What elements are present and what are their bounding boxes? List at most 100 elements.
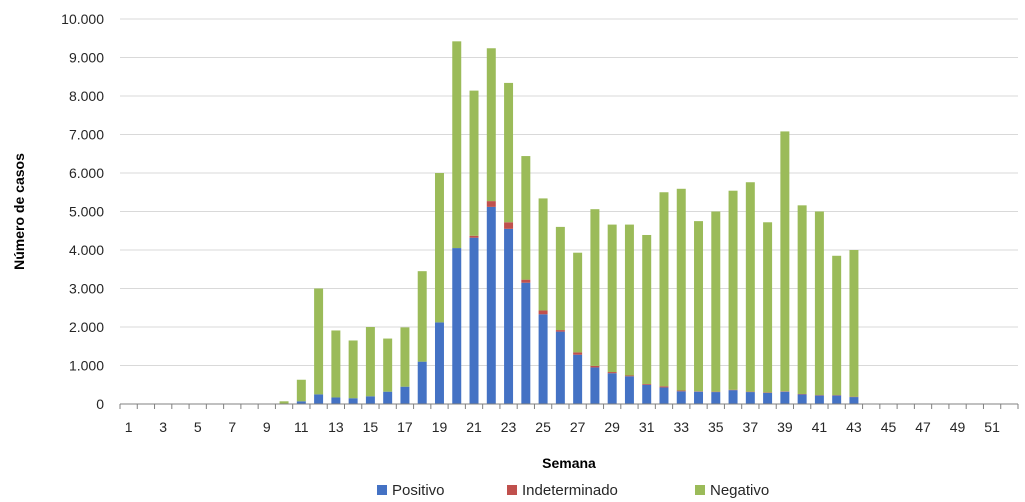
bar-negativo-semana-26 bbox=[555, 226, 565, 331]
legend-swatch-indeterminado bbox=[507, 485, 517, 495]
x-tick-label: 7 bbox=[228, 419, 236, 435]
bar-positivo-semana-14 bbox=[348, 398, 358, 404]
legend-label-indeterminado: Indeterminado bbox=[522, 482, 618, 499]
x-tick-label: 13 bbox=[328, 419, 344, 435]
x-tick-label: 41 bbox=[812, 419, 828, 435]
x-tick-label: 35 bbox=[708, 419, 724, 435]
y-tick-label: 5.000 bbox=[69, 204, 104, 220]
x-tick-label: 39 bbox=[777, 419, 793, 435]
bar-indeterminado-semana-24 bbox=[521, 279, 531, 283]
bar-positivo-semana-16 bbox=[383, 391, 393, 404]
x-tick-label: 5 bbox=[194, 419, 202, 435]
x-axis-title: Semana bbox=[542, 455, 596, 471]
bar-positivo-semana-28 bbox=[590, 367, 600, 404]
y-tick-label: 10.000 bbox=[61, 11, 104, 27]
bar-positivo-semana-34 bbox=[694, 391, 704, 404]
bar-indeterminado-semana-28 bbox=[590, 365, 600, 368]
x-tick-label: 45 bbox=[881, 419, 897, 435]
bar-negativo-semana-11 bbox=[296, 379, 306, 402]
y-tick-label: 2.000 bbox=[69, 319, 104, 335]
x-tick-label: 37 bbox=[743, 419, 759, 435]
bar-positivo-semana-26 bbox=[555, 331, 565, 404]
legend-swatch-positivo bbox=[377, 485, 387, 495]
bar-indeterminado-semana-22 bbox=[486, 201, 496, 207]
bar-negativo-semana-42 bbox=[832, 255, 842, 396]
bar-negativo-semana-31 bbox=[642, 234, 652, 384]
x-tick-label: 1 bbox=[125, 419, 133, 435]
x-tick-label: 51 bbox=[984, 419, 1000, 435]
bar-negativo-semana-32 bbox=[659, 192, 669, 387]
bar-negativo-semana-18 bbox=[417, 271, 427, 362]
bar-positivo-semana-13 bbox=[331, 397, 341, 404]
bar-negativo-semana-14 bbox=[348, 340, 358, 399]
bar-positivo-semana-25 bbox=[538, 314, 548, 404]
x-tick-label: 33 bbox=[673, 419, 689, 435]
y-tick-label: 1.000 bbox=[69, 358, 104, 374]
bar-negativo-semana-40 bbox=[797, 205, 807, 394]
bar-positivo-semana-39 bbox=[780, 391, 790, 404]
bar-positivo-semana-19 bbox=[434, 322, 444, 404]
bar-positivo-semana-18 bbox=[417, 361, 427, 404]
bar-indeterminado-semana-21 bbox=[469, 235, 479, 238]
bar-positivo-semana-29 bbox=[607, 373, 617, 404]
bar-indeterminado-semana-23 bbox=[504, 222, 514, 229]
bar-negativo-semana-41 bbox=[814, 211, 824, 396]
bar-positivo-semana-31 bbox=[642, 384, 652, 404]
bar-positivo-semana-11 bbox=[296, 401, 306, 404]
x-tick-label: 49 bbox=[950, 419, 966, 435]
legend-label-negativo: Negativo bbox=[710, 482, 769, 499]
bar-negativo-semana-28 bbox=[590, 209, 600, 366]
bar-positivo-semana-33 bbox=[676, 391, 686, 404]
bar-indeterminado-semana-25 bbox=[538, 310, 548, 315]
x-tick-label: 17 bbox=[397, 419, 413, 435]
x-tick-label: 3 bbox=[159, 419, 167, 435]
y-tick-labels: 0 1.000 2.000 3.000 4.000 5.000 6.000 7.000 8.00… bbox=[61, 11, 104, 412]
bar-negativo-semana-23 bbox=[504, 82, 514, 223]
bar-positivo-semana-30 bbox=[624, 376, 634, 404]
y-axis-title: Número de casos bbox=[11, 153, 27, 270]
bar-positivo-semana-38 bbox=[763, 392, 773, 404]
bar-positivo-semana-22 bbox=[486, 206, 496, 404]
legend-swatch-negativo bbox=[695, 485, 705, 495]
bar-positivo-semana-35 bbox=[711, 392, 721, 404]
bar-indeterminado-semana-29 bbox=[607, 372, 617, 374]
x-tick-label: 27 bbox=[570, 419, 586, 435]
x-tick-label: 15 bbox=[363, 419, 379, 435]
bar-positivo-semana-20 bbox=[452, 248, 462, 404]
x-tick-label: 25 bbox=[535, 419, 551, 435]
y-tick-label: 7.000 bbox=[69, 127, 104, 143]
x-tick-labels: 1 3 5 7 9 11 13 15 17 19 21 23 25 27 29 31 33 35 37 39 41 43 4… bbox=[125, 419, 1000, 435]
legend-label-positivo: Positivo bbox=[392, 482, 445, 499]
bar-negativo-semana-38 bbox=[763, 222, 773, 393]
bar-negativo-semana-37 bbox=[745, 182, 755, 392]
bar-negativo-semana-29 bbox=[607, 224, 617, 373]
bar-negativo-semana-12 bbox=[314, 288, 324, 395]
x-tick-label: 43 bbox=[846, 419, 862, 435]
bar-negativo-semana-43 bbox=[849, 250, 859, 397]
bar-positivo-semana-41 bbox=[814, 395, 824, 404]
bar-negativo-semana-24 bbox=[521, 156, 531, 280]
bar-positivo-semana-23 bbox=[504, 228, 514, 404]
x-tick-label: 47 bbox=[915, 419, 931, 435]
bar-positivo-semana-40 bbox=[797, 394, 807, 404]
x-tick-label: 31 bbox=[639, 419, 655, 435]
bar-positivo-semana-15 bbox=[365, 396, 375, 404]
bar-negativo-semana-36 bbox=[728, 190, 738, 390]
bar-positivo-semana-12 bbox=[314, 394, 324, 404]
bar-negativo-semana-34 bbox=[694, 221, 704, 392]
legend: Positivo Indeterminado Negativo bbox=[377, 482, 769, 499]
bar-indeterminado-semana-26 bbox=[555, 330, 565, 332]
bar-negativo-semana-17 bbox=[400, 327, 410, 387]
bar-indeterminado-semana-31 bbox=[642, 383, 652, 385]
bar-negativo-semana-19 bbox=[434, 173, 444, 323]
bar-negativo-semana-21 bbox=[469, 90, 479, 236]
y-tick-label: 3.000 bbox=[69, 281, 104, 297]
x-tick-label: 19 bbox=[432, 419, 448, 435]
x-tick-label: 21 bbox=[466, 419, 482, 435]
bar-positivo-semana-32 bbox=[659, 387, 669, 404]
gridlines bbox=[120, 18, 1018, 366]
y-tick-label: 6.000 bbox=[69, 165, 104, 181]
bar-indeterminado-semana-33 bbox=[676, 390, 686, 392]
bar-positivo-semana-37 bbox=[745, 392, 755, 404]
